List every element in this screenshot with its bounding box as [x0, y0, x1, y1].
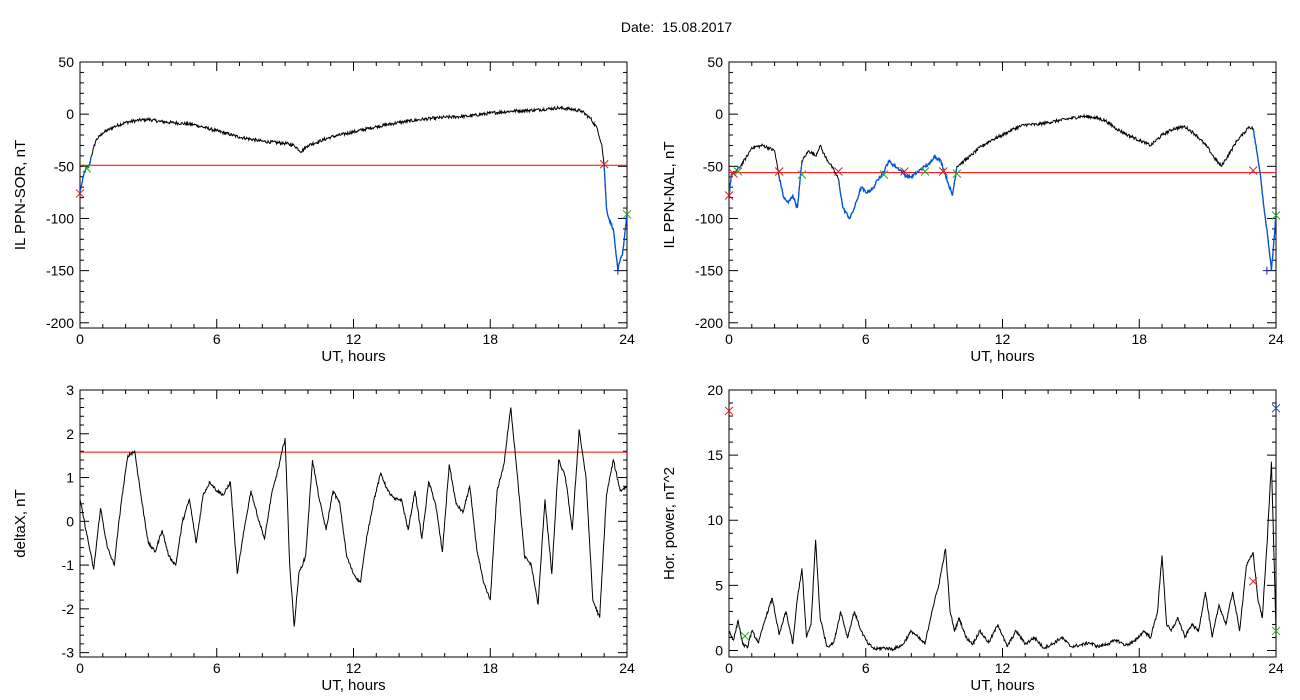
series-line [729, 113, 1276, 271]
x-tick-label: 18 [1131, 660, 1147, 676]
plus-marker [613, 266, 622, 275]
x-tick-label: 24 [1268, 331, 1284, 347]
x-marker [75, 189, 85, 198]
y-tick-label: -150 [695, 263, 723, 279]
x-tick-label: 12 [995, 331, 1011, 347]
x-marker [622, 209, 632, 219]
y-tick-label: 10 [707, 512, 723, 528]
x-marker [900, 167, 909, 176]
y-tick-label: 2 [66, 426, 74, 442]
y-tick-label: 0 [66, 513, 74, 529]
y-tick-label: -50 [703, 158, 723, 174]
y-tick-label: -100 [46, 210, 74, 226]
x-tick-label: 24 [1268, 660, 1284, 676]
x-tick-label: 6 [213, 331, 221, 347]
x-axis-label: UT, hours [970, 348, 1034, 365]
y-tick-label: -3 [62, 645, 75, 661]
x-tick-label: 12 [995, 660, 1011, 676]
series-line [80, 407, 627, 627]
y-tick-label: -2 [62, 601, 75, 617]
x-tick-label: 6 [862, 660, 870, 676]
y-axis-label: Hor. power, nT^2 [661, 467, 678, 580]
y-tick-label: -1 [62, 557, 75, 573]
y-tick-label: -150 [46, 263, 74, 279]
panel-il-ppn-sor: 0 6 12 18 24 50 0 -50 -100 -150 -200 UT, hours IL PP… [12, 54, 635, 365]
x-marker [774, 167, 784, 176]
plus-marker [1262, 266, 1271, 275]
y-tick-label: 50 [707, 54, 723, 70]
x-marker [599, 159, 609, 169]
disturbed-segment [778, 161, 803, 209]
x-tick-label: 24 [619, 660, 635, 676]
x-tick-label: 18 [482, 660, 498, 676]
panel-il-ppn-nal: 0 6 12 18 24 50 0 -50 -100 -150 -200 UT, hours IL PP… [661, 54, 1284, 365]
panel-deltax: 0 6 12 18 24 3 2 1 0 -1 -2 -3 UT, hours deltaX, nT [12, 382, 635, 694]
plot-frame [79, 61, 628, 329]
figure-title: Date: 15.08.2017 [620, 19, 733, 35]
x-axis-label: UT, hours [970, 677, 1034, 694]
x-tick-label: 12 [346, 331, 362, 347]
x-marker [729, 169, 738, 178]
plot-area [80, 407, 627, 627]
x-marker [952, 169, 962, 178]
x-marker [879, 170, 889, 180]
x-marker [920, 167, 930, 176]
y-tick-label: -200 [695, 315, 723, 331]
x-tick-label: 0 [76, 660, 84, 676]
x-tick-label: 6 [213, 660, 221, 676]
y-tick-label: -200 [46, 315, 74, 331]
y-tick-label: 50 [58, 54, 74, 70]
x-marker [733, 167, 743, 176]
x-axis-label: UT, hours [321, 677, 385, 694]
disturbed-segment [1252, 128, 1276, 271]
disturbed-segment [837, 154, 958, 220]
x-marker [1248, 577, 1258, 586]
y-tick-label: -100 [695, 210, 723, 226]
panel-hor-power: 0 6 12 18 24 20 15 10 5 0 UT, hours Hor. power, nT^… [661, 382, 1284, 694]
x-marker [938, 167, 948, 176]
x-marker [82, 164, 92, 173]
x-marker [1248, 166, 1258, 175]
y-axis-label: IL PPN-SOR, nT [12, 140, 29, 250]
x-tick-label: 0 [725, 331, 733, 347]
x-marker [1271, 626, 1281, 636]
y-tick-label: 5 [715, 577, 723, 593]
plot-frame [728, 61, 1277, 329]
x-marker [724, 406, 734, 416]
plot-area [80, 105, 627, 271]
x-tick-label: 0 [725, 660, 733, 676]
x-tick-label: 24 [619, 331, 635, 347]
x-tick-label: 6 [862, 331, 870, 347]
series-line [729, 461, 1276, 652]
y-axis-label: IL PPN-NAL, nT [661, 142, 678, 249]
x-marker [797, 170, 807, 180]
y-axis-label: deltaX, nT [12, 489, 29, 557]
x-marker [740, 631, 750, 641]
plot-area [729, 461, 1276, 652]
plot-area [729, 113, 1276, 271]
y-tick-label: 1 [66, 470, 74, 486]
x-tick-label: 18 [482, 331, 498, 347]
y-tick-label: 15 [707, 447, 723, 463]
x-marker [724, 191, 734, 200]
x-marker [1271, 403, 1281, 413]
y-tick-label: 20 [707, 382, 723, 398]
plot-frame [79, 389, 628, 658]
y-tick-label: 0 [715, 642, 723, 658]
x-tick-label: 18 [1131, 331, 1147, 347]
x-marker [1271, 210, 1281, 220]
series-line [80, 105, 627, 271]
y-tick-label: 0 [715, 106, 723, 122]
y-tick-label: -50 [54, 158, 74, 174]
disturbed-segment [603, 166, 627, 271]
x-tick-label: 12 [346, 660, 362, 676]
y-tick-label: 3 [66, 382, 74, 398]
x-tick-label: 0 [76, 331, 84, 347]
x-axis-label: UT, hours [321, 348, 385, 365]
disturbed-segment [80, 155, 93, 193]
x-marker [834, 167, 843, 176]
y-tick-label: 0 [66, 106, 74, 122]
